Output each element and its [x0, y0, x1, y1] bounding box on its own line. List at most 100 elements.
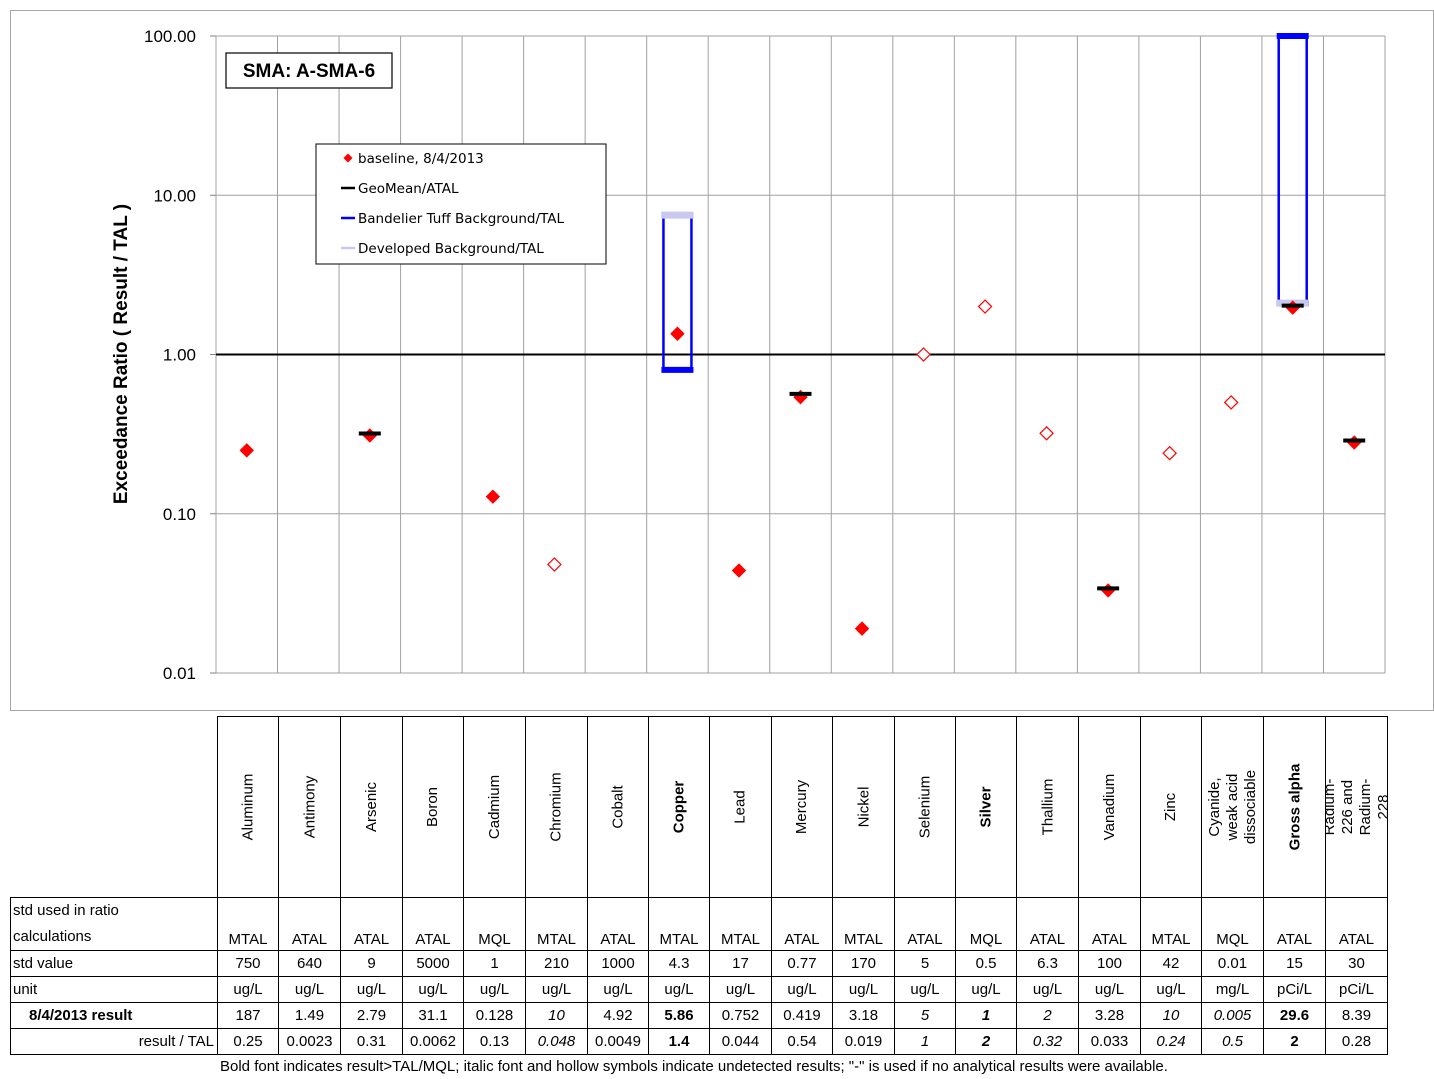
- ratio-cell: 2: [955, 1028, 1017, 1055]
- ratio-cell: 0.13: [463, 1028, 526, 1055]
- column-header-cobalt: Cobalt: [587, 716, 649, 898]
- chart-title: SMA: A-SMA-6: [243, 61, 375, 82]
- column-header-mercury: Mercury: [771, 716, 833, 898]
- unit-cell: ug/L: [278, 976, 341, 1003]
- ratio-cell: 0.0062: [402, 1028, 464, 1055]
- result-cell: 10: [525, 1002, 588, 1029]
- unit-cell: mg/L: [1201, 976, 1264, 1003]
- std-used-cell: MQL: [1201, 897, 1264, 951]
- std-used-cell: ATAL: [1325, 897, 1388, 951]
- baseline-marker-hollow-selenium: [916, 347, 931, 362]
- column-header-wrap: Lead: [711, 718, 771, 897]
- legend-box: [315, 143, 607, 265]
- result-cell: 2: [1016, 1002, 1079, 1029]
- ratio-cell: 0.0049: [587, 1028, 649, 1055]
- column-header-wrap: Copper: [650, 718, 709, 897]
- column-header-wrap: Gross alpha: [1265, 718, 1325, 897]
- result-cell: 187: [217, 1002, 279, 1029]
- column-header-gross-alpha: Gross alpha: [1263, 716, 1326, 898]
- std-used-cell: MQL: [463, 897, 526, 951]
- column-header-antimony: Antimony: [278, 716, 341, 898]
- y-tick-label: 0.01: [163, 664, 196, 683]
- unit-cell: ug/L: [709, 976, 772, 1003]
- column-header-vanadium: Vanadium: [1078, 716, 1141, 898]
- std-used-cell: MTAL: [525, 897, 588, 951]
- unit-cell: ug/L: [463, 976, 526, 1003]
- unit-cell: ug/L: [1078, 976, 1141, 1003]
- result-row: 8/4/2013 result 187 1.49 2.79 31.1 0.128 10 4.9…: [10, 1002, 1388, 1029]
- ratio-cell: 0.31: [340, 1028, 403, 1055]
- y-tick-label: 1.00: [163, 346, 196, 365]
- unit-cell: ug/L: [894, 976, 956, 1003]
- unit-cell: pCi/L: [1325, 976, 1388, 1003]
- unit-cell: ug/L: [832, 976, 895, 1003]
- baseline-marker-nickel: [854, 621, 870, 636]
- ratio-cell: 0.24: [1140, 1028, 1202, 1055]
- baseline-marker-hollow-cyanide-weak-acid-dissociable: [1223, 395, 1239, 410]
- column-header-label: Mercury: [793, 779, 811, 835]
- std-value-cell: 6.3: [1016, 950, 1079, 977]
- std-value-cell: 17: [709, 950, 772, 977]
- std-value-cell: 1000: [587, 950, 649, 977]
- column-header-label: Gross alpha: [1286, 763, 1304, 851]
- unit-cell: ug/L: [525, 976, 588, 1003]
- ratio-row: result / TAL 0.25 0.0023 0.31 0.0062 0.13 0.04…: [10, 1028, 1388, 1055]
- column-header-selenium: Selenium: [894, 716, 956, 898]
- column-header-wrap: Zinc: [1142, 718, 1201, 897]
- std-value-cell: 5000: [402, 950, 464, 977]
- std-used-cell: MTAL: [709, 897, 772, 951]
- unit-row: unit ug/L ug/L ug/L ug/L ug/L ug/L ug/L ug/L ug/L…: [10, 976, 1388, 1003]
- column-header-label: Arsenic: [363, 781, 380, 833]
- data-table: Aluminum Antimony Arsenic Boron Cadmium Chrom…: [10, 716, 1388, 1055]
- y-tick-label: 10.00: [153, 186, 196, 205]
- std-value-cell: 0.01: [1201, 950, 1264, 977]
- result-cell: 3.28: [1078, 1002, 1141, 1029]
- unit-cell: ug/L: [340, 976, 403, 1003]
- y-tick-label: 100.00: [144, 27, 196, 46]
- result-cell: 8.39: [1325, 1002, 1388, 1029]
- result-cell: 0.128: [463, 1002, 526, 1029]
- column-header-wrap: Boron: [404, 718, 463, 897]
- title-box: [225, 52, 393, 89]
- std-value-cell: 1: [463, 950, 526, 977]
- row-label-line: calculations: [13, 928, 92, 945]
- column-header-label: Silver: [977, 786, 995, 828]
- row-label-std-used: std used in ratio calculations: [10, 897, 218, 951]
- result-cell: 29.6: [1263, 1002, 1326, 1029]
- column-header-zinc: Zinc: [1140, 716, 1202, 898]
- unit-cell: ug/L: [955, 976, 1017, 1003]
- baseline-marker-hollow-chromium: [547, 557, 562, 572]
- unit-cell: ug/L: [1016, 976, 1079, 1003]
- column-header-wrap: Silver: [957, 718, 1016, 897]
- legend-label: Developed Background/TAL: [358, 241, 544, 257]
- ratio-cell: 1: [894, 1028, 956, 1055]
- column-header-wrap: Aluminum: [219, 718, 278, 897]
- column-header-wrap: Cyanide, weak acid dissociable: [1203, 718, 1263, 897]
- column-header-cadmium: Cadmium: [463, 716, 526, 898]
- y-tick-label: 0.10: [163, 505, 196, 524]
- footnote: Bold font indicates result>TAL/MQL; ital…: [220, 1058, 1168, 1075]
- unit-cell: ug/L: [1140, 976, 1202, 1003]
- std-used-cell: ATAL: [278, 897, 341, 951]
- std-used-cell: ATAL: [894, 897, 956, 951]
- column-header-wrap: Selenium: [896, 718, 955, 897]
- std-value-cell: 0.5: [955, 950, 1017, 977]
- ratio-cell: 0.54: [771, 1028, 833, 1055]
- column-header-label: Antimony: [301, 775, 318, 839]
- baseline-marker-hollow-thallium: [1039, 425, 1054, 441]
- baseline-marker-hollow-silver: [977, 299, 993, 314]
- std-value-cell: 640: [278, 950, 341, 977]
- exceedance-chart: 100.00 10.00 1.00 0.10 0.01 Exceedance Ratio …: [111, 27, 1386, 683]
- result-cell: 0.419: [771, 1002, 833, 1029]
- ratio-cell: 1.4: [648, 1028, 710, 1055]
- column-header-label: Thallium: [1039, 778, 1056, 836]
- baseline-marker-cadmium: [485, 489, 501, 504]
- column-header-label: Vanadium: [1101, 773, 1118, 841]
- result-cell: 5.86: [648, 1002, 710, 1029]
- column-header-label: Cobalt: [609, 785, 627, 829]
- std-used-cell: ATAL: [587, 897, 649, 951]
- column-header-lead: Lead: [709, 716, 772, 898]
- ratio-cell: 0.033: [1078, 1028, 1141, 1055]
- ratio-cell: 0.019: [832, 1028, 895, 1055]
- std-value-cell: 5: [894, 950, 956, 977]
